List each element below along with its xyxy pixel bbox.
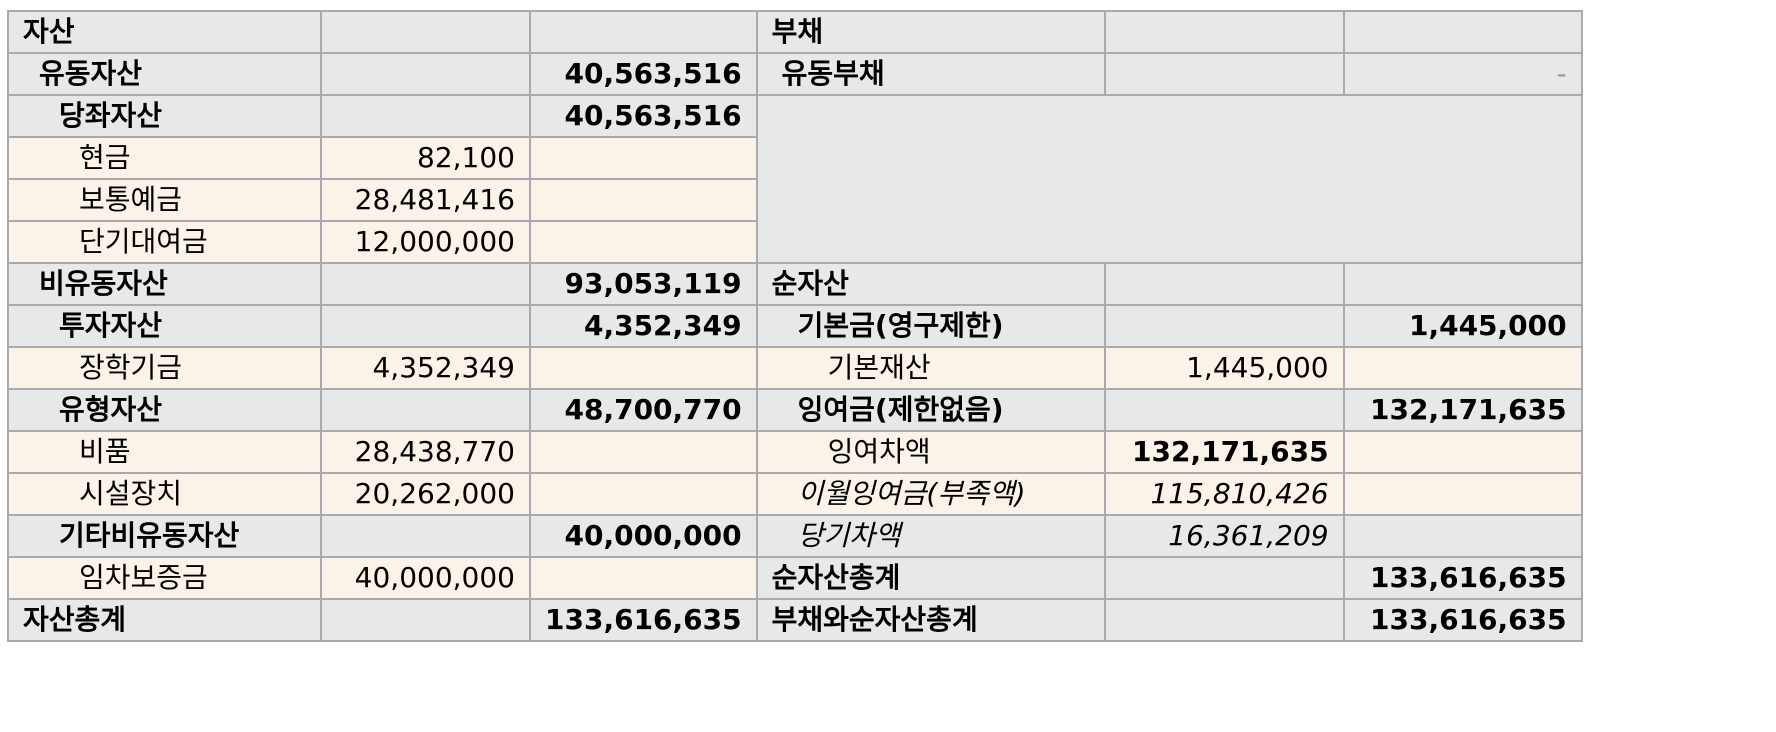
basic-fund-total: 1,445,000 [1342,304,1583,348]
current-assets-total: 40,563,516 [529,52,758,96]
tangible-assets-label: 유형자산 [7,388,322,432]
quick-item-label: 단기대여금 [7,220,322,264]
investment-assets-label: 투자자산 [7,304,322,348]
basic-property-value: 1,445,000 [1103,346,1345,390]
empty-merged-area [755,94,1583,264]
investment-item-value: 4,352,349 [320,346,531,390]
liabilities-header: 부채 [755,10,1106,54]
empty-cell [529,430,758,474]
noncurrent-assets-total: 93,053,119 [529,262,758,306]
table-row: 자산총계 133,616,635 부채와순자산총계 133,616,635 [7,598,1583,642]
table-row: 임차보증금 40,000,000 순자산총계 133,616,635 [7,556,1583,600]
surplus-total: 132,171,635 [1342,388,1583,432]
empty-cell [1342,346,1583,390]
basic-fund-label: 기본금(영구제한) [755,304,1106,348]
table-row: 투자자산 4,352,349 기본금(영구제한) 1,445,000 [7,304,1583,348]
table-row: 기타비유동자산 40,000,000 당기차액 16,361,209 [7,514,1583,558]
empty-cell [529,10,758,54]
surplus-label: 잉여금(제한없음) [755,388,1106,432]
surplus-diff-label: 잉여차액 [755,430,1106,474]
empty-cell [529,556,758,600]
empty-cell [320,10,531,54]
table-row: 비품 28,438,770 잉여차액 132,171,635 [7,430,1583,474]
quick-assets-total: 40,563,516 [529,94,758,138]
tangible-item-value: 20,262,000 [320,472,531,516]
table-row: 보통예금 28,481,416 [7,178,1582,222]
empty-cell [1103,262,1345,306]
empty-cell [1342,514,1583,558]
current-diff-label: 당기차액 [755,514,1106,558]
other-item-label: 임차보증금 [7,556,322,600]
quick-item-label: 보통예금 [7,178,322,222]
net-assets-total-label: 순자산총계 [755,556,1106,600]
current-liabilities-label: 유동부채 [755,52,1106,96]
assets-header: 자산 [7,10,322,54]
empty-cell [1342,430,1583,474]
empty-cell [529,136,758,180]
noncurrent-assets-label: 비유동자산 [7,262,322,306]
empty-cell [1342,472,1583,516]
tangible-item-value: 28,438,770 [320,430,531,474]
investment-assets-total: 4,352,349 [529,304,758,348]
empty-cell [320,598,531,642]
liab-net-grand-total-label: 부채와순자산총계 [755,598,1106,642]
table-row: 단기대여금 12,000,000 [7,220,1582,264]
empty-cell [1103,304,1345,348]
table-row: 유동자산 40,563,516 유동부채 - [7,52,1583,96]
empty-cell [529,472,758,516]
empty-cell [1342,262,1583,306]
other-item-value: 40,000,000 [320,556,531,600]
empty-cell [1103,598,1345,642]
table-row: 자산 부채 [7,10,1583,54]
table-row: 유형자산 48,700,770 잉여금(제한없음) 132,171,635 [7,388,1583,432]
current-liabilities-total: - [1342,52,1583,96]
net-assets-header: 순자산 [755,262,1106,306]
empty-cell [529,220,758,264]
balance-sheet-table: 자산 부채 유동자산 40,563,516 유동부채 - 당좌자산 40,563… [7,10,1583,642]
liab-net-grand-total-value: 133,616,635 [1342,598,1583,642]
empty-cell [1103,388,1345,432]
current-assets-label: 유동자산 [7,52,322,96]
basic-property-label: 기본재산 [755,346,1106,390]
empty-cell [529,346,758,390]
surplus-diff-value: 132,171,635 [1103,430,1345,474]
tangible-item-label: 시설장치 [7,472,322,516]
investment-item-label: 장학기금 [7,346,322,390]
net-assets-total-value: 133,616,635 [1342,556,1583,600]
carried-surplus-value: 115,810,426 [1103,472,1345,516]
other-noncurrent-total: 40,000,000 [529,514,758,558]
empty-cell [320,52,531,96]
empty-cell [1103,52,1345,96]
table-row: 비유동자산 93,053,119 순자산 [7,262,1583,306]
assets-grand-total-value: 133,616,635 [529,598,758,642]
table-row: 시설장치 20,262,000 이월잉여금(부족액) 115,810,426 [7,472,1583,516]
table-row: 장학기금 4,352,349 기본재산 1,445,000 [7,346,1583,390]
empty-cell [320,94,531,138]
tangible-assets-total: 48,700,770 [529,388,758,432]
quick-item-value: 82,100 [320,136,531,180]
assets-grand-total-label: 자산총계 [7,598,322,642]
empty-cell [1342,10,1583,54]
empty-cell [529,178,758,222]
empty-cell [1103,10,1345,54]
table-row: 당좌자산 40,563,516 [7,94,1583,264]
empty-cell [320,262,531,306]
tangible-item-label: 비품 [7,430,322,474]
table-row: 현금 82,100 [7,136,1582,180]
quick-item-value: 28,481,416 [320,178,531,222]
carried-surplus-label: 이월잉여금(부족액) [755,472,1106,516]
quick-item-value: 12,000,000 [320,220,531,264]
empty-cell [320,304,531,348]
empty-cell [320,514,531,558]
current-diff-value: 16,361,209 [1103,514,1345,558]
quick-item-label: 현금 [7,136,322,180]
quick-assets-label: 당좌자산 [7,94,322,138]
empty-cell [1103,556,1345,600]
empty-cell [320,388,531,432]
other-noncurrent-label: 기타비유동자산 [7,514,322,558]
